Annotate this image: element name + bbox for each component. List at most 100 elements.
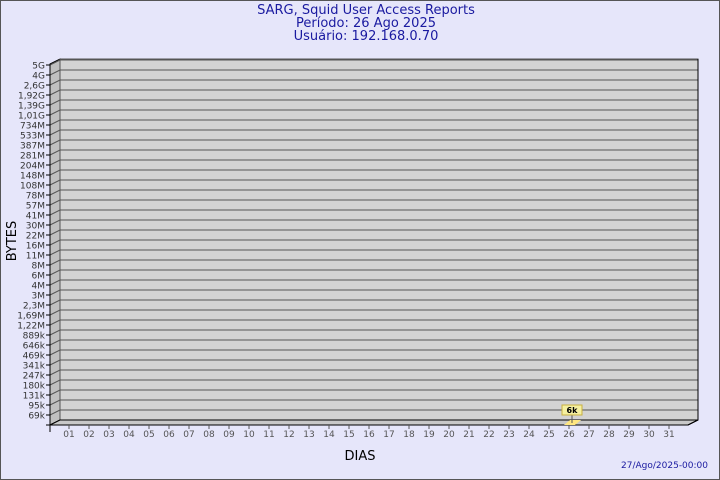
x-tick-label: 26: [563, 430, 575, 440]
y-tick-label: 4M: [32, 282, 46, 292]
y-tick-label: 646k: [23, 342, 46, 352]
gridline: [49, 409, 698, 416]
x-tick-label: 03: [103, 430, 114, 440]
y-tick-label: 204M: [20, 162, 45, 172]
x-tick-label: 13: [303, 430, 314, 440]
gridline: [49, 289, 698, 296]
x-tick-label: 21: [463, 430, 474, 440]
y-tick-label: 533M: [20, 132, 45, 142]
gridline: [49, 139, 698, 146]
data-label-box: [561, 404, 583, 416]
y-tick-label: 3M: [32, 292, 46, 302]
y-tick-label: 1,01G: [18, 112, 45, 122]
x-axis-label: DIAS: [345, 449, 376, 464]
gridline: [49, 79, 698, 86]
x-tick-label: 02: [83, 430, 94, 440]
x-tick-label: 04: [123, 430, 135, 440]
y-tick-label: 41M: [26, 212, 45, 222]
x-tick-label: 01: [63, 430, 74, 440]
x-tick-label: 22: [483, 430, 494, 440]
gridline: [49, 149, 698, 156]
x-tick-label: 27: [583, 430, 594, 440]
data-label: 6k: [567, 406, 579, 415]
gridline: [49, 259, 698, 266]
gridline: [49, 329, 698, 336]
gridline: [49, 339, 698, 346]
right-edge: [687, 59, 699, 426]
gridline: [49, 99, 698, 106]
x-tick-label: 10: [243, 430, 255, 440]
y-tick-label: 1,92G: [18, 92, 45, 102]
y-tick-label: 1,22M: [17, 322, 45, 332]
gridline: [49, 159, 698, 166]
x-tick-label: 30: [643, 430, 655, 440]
x-tick-label: 18: [403, 430, 415, 440]
gridline: [49, 249, 698, 256]
gridline: [49, 239, 698, 246]
gridline: [49, 59, 698, 66]
y-axis-label: BYTES: [5, 221, 20, 262]
x-tick-label: 29: [623, 430, 635, 440]
gridline: [49, 229, 698, 236]
gridline: [49, 119, 698, 126]
y-tick-label: 57M: [26, 202, 45, 212]
y-tick-label: 148M: [20, 172, 45, 182]
x-tick-label: 11: [263, 430, 274, 440]
chart-user: Usuário: 192.168.0.70: [293, 29, 439, 44]
y-tick-label: 4G: [32, 72, 45, 82]
y-tick-label: 341k: [23, 362, 46, 372]
gridline: [49, 219, 698, 226]
y-tick-label: 131k: [23, 392, 46, 402]
y-tick-label: 281M: [20, 152, 45, 162]
y-tick-label: 2,6G: [24, 82, 45, 92]
y-tick-label: 16M: [26, 242, 45, 252]
y-tick-label: 734M: [20, 122, 45, 132]
gridline: [49, 129, 698, 136]
x-tick-label: 17: [383, 430, 394, 440]
x-tick-label: 05: [143, 430, 154, 440]
gridline: [49, 89, 698, 96]
x-tick-label: 20: [443, 430, 455, 440]
gridline: [49, 209, 698, 216]
chart-period: Período: 26 Ago 2025: [296, 16, 436, 31]
y-tick-label: 8M: [32, 262, 46, 272]
gridline: [49, 269, 698, 276]
x-tick-label: 16: [363, 430, 375, 440]
y-tick-label: 247k: [23, 372, 46, 382]
gridline: [49, 369, 698, 376]
gridline: [49, 169, 698, 176]
x-tick-label: 09: [223, 430, 235, 440]
gridline: [49, 299, 698, 306]
gridline: [49, 379, 698, 386]
floor: [49, 419, 699, 426]
gridline: [49, 399, 698, 406]
y-tick-label: 1,39G: [18, 102, 45, 112]
gridline: [49, 319, 698, 326]
gridline: [49, 199, 698, 206]
gridline: [49, 109, 698, 116]
gridline: [49, 279, 698, 286]
x-tick-label: 12: [283, 430, 294, 440]
x-tick-label: 25: [543, 430, 554, 440]
x-tick-label: 15: [343, 430, 354, 440]
y-tick-label: 22M: [26, 232, 45, 242]
y-tick-label: 889k: [23, 332, 46, 342]
y-tick-label: 30M: [26, 222, 45, 232]
gridline: [49, 69, 698, 76]
y-tick-label: 69k: [28, 412, 45, 422]
gridline: [49, 389, 698, 396]
x-tick-label: 14: [323, 430, 335, 440]
y-tick-label: 5G: [32, 62, 45, 72]
x-tick-label: 24: [523, 430, 535, 440]
y-tick-label: 1,69M: [17, 312, 45, 322]
x-tick-label: 07: [183, 430, 194, 440]
x-tick-label: 08: [203, 430, 215, 440]
y-tick-label: 180k: [23, 382, 46, 392]
y-tick-label: 469k: [23, 352, 46, 362]
gridline: [49, 189, 698, 196]
x-tick-label: 31: [663, 430, 674, 440]
y-tick-label: 387M: [20, 142, 45, 152]
y-tick-label: 95k: [28, 402, 45, 412]
x-tick-label: 06: [163, 430, 175, 440]
